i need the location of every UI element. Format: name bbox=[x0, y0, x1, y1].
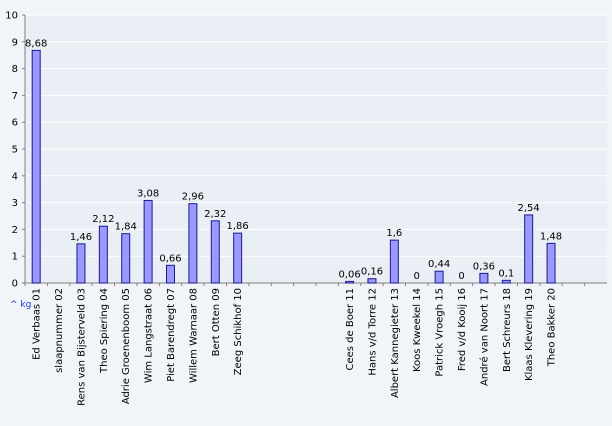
x-tick-label: Bert Otten 09 bbox=[211, 288, 222, 356]
unit-label: ^ kg bbox=[10, 300, 31, 310]
data-label: 0,1 bbox=[498, 268, 514, 279]
data-label: 0,66 bbox=[159, 253, 181, 264]
x-tick-label: slaapnummer 02 bbox=[54, 288, 65, 373]
bar bbox=[210, 220, 220, 284]
x-tick-label: Bert Schreurs 18 bbox=[502, 288, 513, 372]
bar bbox=[121, 233, 131, 284]
bar bbox=[76, 243, 86, 284]
data-label: 1,46 bbox=[70, 232, 92, 243]
bar bbox=[166, 264, 175, 284]
x-tick-label: Koos Kweekel 14 bbox=[412, 288, 423, 372]
data-label: 2,12 bbox=[92, 214, 114, 225]
x-tick-label: Klaas Klevering 19 bbox=[524, 288, 535, 381]
y-tick-label: 3 bbox=[12, 198, 18, 209]
data-label: 1,84 bbox=[115, 222, 137, 233]
data-label: 3,08 bbox=[137, 188, 159, 199]
data-label: 0 bbox=[414, 271, 420, 282]
y-tick-label: 5 bbox=[12, 145, 18, 156]
x-tick-label: Adrie Groenenboom 05 bbox=[121, 288, 132, 404]
y-tick-label: 0 bbox=[12, 279, 18, 290]
bar bbox=[367, 278, 377, 284]
y-tick-label: 2 bbox=[12, 225, 18, 236]
data-label: 0,06 bbox=[338, 269, 360, 280]
x-tick-label: Rens van Bijsterveld 03 bbox=[76, 288, 87, 406]
x-tick-label: Fred v/d Kooij 16 bbox=[457, 288, 468, 371]
y-tick-label: 6 bbox=[12, 118, 18, 129]
bar bbox=[31, 49, 41, 284]
data-label: 1,48 bbox=[540, 231, 562, 242]
x-tick-label: André van Noort 17 bbox=[478, 288, 490, 386]
x-tick-label: Albert Kannegieter 13 bbox=[390, 288, 401, 398]
data-label: 1,6 bbox=[386, 228, 402, 239]
bar bbox=[233, 232, 243, 284]
data-label: 2,96 bbox=[182, 192, 204, 203]
bar bbox=[389, 239, 399, 284]
data-label: 8,68 bbox=[25, 38, 47, 49]
bar bbox=[524, 214, 534, 284]
x-tick-label: Cees de Boer 11 bbox=[345, 288, 356, 371]
y-tick-label: 1 bbox=[12, 252, 18, 263]
bar bbox=[188, 203, 198, 284]
x-tick-label: Patrick Vroegh 15 bbox=[435, 288, 446, 377]
y-tick-label: 8 bbox=[12, 64, 18, 75]
y-tick-label: 9 bbox=[12, 37, 18, 48]
y-tick-label: 7 bbox=[12, 91, 18, 102]
bar bbox=[501, 279, 511, 284]
x-tick-label: Theo Spiering 04 bbox=[99, 288, 110, 374]
bar bbox=[434, 270, 444, 284]
x-tick-label: Zeeg Schikhof 10 bbox=[233, 288, 244, 375]
bar bbox=[479, 272, 489, 284]
x-tick-label: Theo Bakker 20 bbox=[547, 288, 558, 367]
data-label: 0,36 bbox=[473, 261, 495, 272]
data-label: 2,54 bbox=[518, 203, 540, 214]
bar bbox=[98, 225, 108, 284]
x-tick-label: Willem Warnaar 08 bbox=[188, 288, 199, 383]
x-tick-label: Hans v/d Torre 12 bbox=[367, 288, 378, 376]
x-tick-label: Piet Barendregt 07 bbox=[166, 288, 177, 382]
data-label: 2,32 bbox=[204, 209, 226, 220]
y-tick-label: 10 bbox=[5, 11, 18, 22]
bar bbox=[345, 280, 355, 284]
bar bbox=[143, 199, 153, 284]
y-tick-label: 4 bbox=[12, 171, 18, 182]
x-tick-label: Ed Verbaas 01 bbox=[32, 288, 43, 360]
data-label: 1,86 bbox=[227, 221, 249, 232]
bar bbox=[546, 242, 556, 284]
data-label: 0,16 bbox=[361, 267, 383, 278]
x-tick-label: Wim Langstraat 06 bbox=[144, 288, 155, 383]
data-label: 0 bbox=[458, 271, 464, 282]
data-label: 0,44 bbox=[428, 259, 450, 270]
